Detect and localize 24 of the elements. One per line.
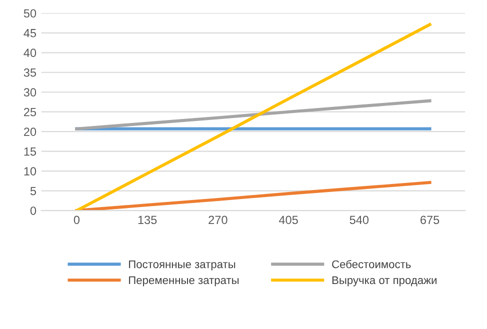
- y-tick-label: 20: [24, 128, 36, 136]
- y-tick-label: 5: [30, 186, 36, 196]
- x-tick-label: 270: [208, 216, 228, 224]
- x-tick-label: 135: [138, 216, 157, 224]
- y-tick-label: 50: [24, 9, 36, 18]
- legend-label: Себестоимость: [332, 260, 411, 268]
- x-tick-label: 405: [278, 216, 298, 224]
- y-tick-label: 45: [24, 29, 36, 38]
- y-tick-label: 35: [24, 68, 36, 77]
- y-tick-label: 0: [30, 206, 36, 215]
- line-series: [75, 23, 432, 211]
- legend-label: Выручка от продажи: [332, 276, 436, 286]
- y-tick-label: 25: [24, 108, 36, 116]
- y-tick-label: 30: [24, 88, 36, 97]
- x-tick-label: 540: [350, 216, 369, 224]
- line-series: [75, 181, 432, 211]
- x-tick-label: 675: [420, 216, 440, 224]
- y-tick-label: 40: [24, 48, 36, 58]
- legend-label: Постоянные затраты: [129, 260, 236, 270]
- legend-label: Переменные затраты: [129, 276, 239, 286]
- x-tick-label: 0: [74, 216, 80, 224]
- y-tick-label: 10: [24, 167, 36, 176]
- y-tick-label: 15: [24, 147, 36, 156]
- line-series: [75, 99, 432, 130]
